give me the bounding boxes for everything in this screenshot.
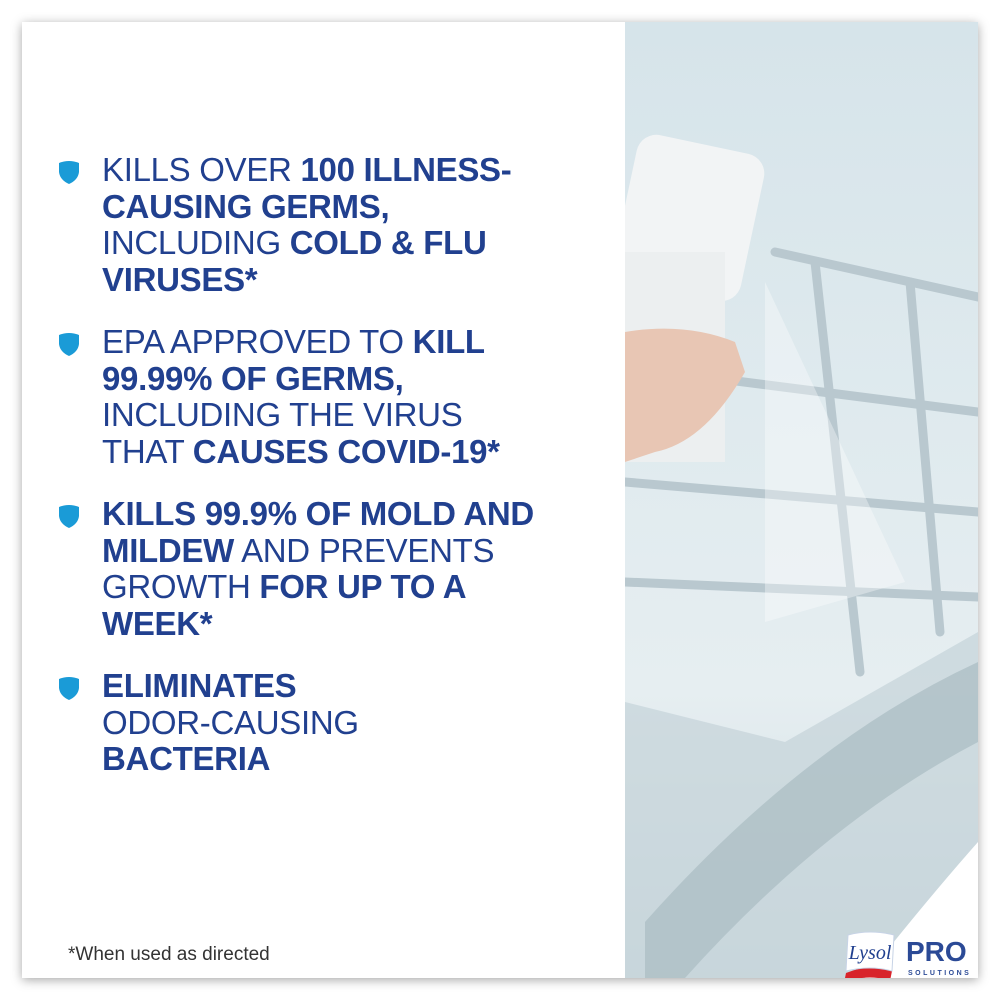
feature-item: EPA APPROVED TO KILL 99.99% OF GERMS, INCL… [58,323,628,471]
feature-item: KILLS 99.9% OF MOLD AND MILDEW AND PREVEN… [58,495,628,643]
lysol-pro-solutions-logo: Lysol PRO SOLUTIONS [840,927,978,978]
feature-line: KILLS 99.9% OF MOLD AND [102,495,628,533]
svg-text:SOLUTIONS: SOLUTIONS [908,970,971,977]
shield-icon [59,505,79,528]
feature-line: THAT CAUSES COVID-19* [102,432,628,471]
product-card: KILLS OVER 100 ILLNESS- CAUSING GERMS, INC… [22,22,978,978]
bold-text: MILDEW [102,531,235,569]
feature-line: BACTERIA [102,740,628,778]
feature-line: ODOR-CAUSING [102,703,628,742]
feature-line: INCLUDING THE VIRUS [102,396,628,434]
bold-text: 99.99% OF GERMS, [102,359,404,397]
feature-line: MILDEW AND PREVENTS [102,531,628,570]
feature-line: INCLUDING COLD & FLU [102,224,628,262]
bold-text: CAUSING GERMS, [102,187,390,225]
shield-icon [59,333,79,356]
text: THAT [102,432,193,470]
feature-line: WEEK* [102,604,628,643]
text: GROWTH [102,568,260,605]
bold-text: ELIMINATES [102,667,297,704]
bold-text: KILL [412,323,485,360]
product-photo-spray-railing [613,22,978,978]
bold-text: 100 ILLNESS- [300,151,512,188]
feature-item: KILLS OVER 100 ILLNESS- CAUSING GERMS, INC… [58,151,628,299]
bold-text: VIRUSES* [102,260,258,298]
text: AND PREVENTS [234,531,495,569]
svg-text:PRO: PRO [906,936,967,967]
shield-icon [59,677,79,700]
feature-line: GROWTH FOR UP TO A [102,568,628,606]
text: KILLS OVER [102,151,301,188]
bold-text: KILLS 99.9% OF MOLD AND [102,495,534,532]
bold-text: CAUSES COVID-19* [192,432,500,470]
feature-line: VIRUSES* [102,260,628,299]
feature-line: 99.99% OF GERMS, [102,359,628,398]
feature-line: ELIMINATES [102,667,628,705]
bold-text: COLD & FLU [289,224,487,261]
text: INCLUDING THE VIRUS [102,396,463,433]
bold-text: BACTERIA [102,740,271,777]
bold-text: FOR UP TO A [259,568,467,605]
feature-line: CAUSING GERMS, [102,187,628,226]
text: ODOR-CAUSING [102,703,359,741]
text: EPA APPROVED TO [102,323,413,360]
svg-text:Lysol: Lysol [848,942,892,964]
bold-text: WEEK* [102,604,213,642]
footnote: *When used as directed [68,944,270,965]
feature-line: EPA APPROVED TO KILL [102,323,628,361]
railing-illustration [613,134,978,978]
feature-line: KILLS OVER 100 ILLNESS- [102,151,628,189]
text: INCLUDING [102,224,290,261]
feature-item: ELIMINATES ODOR-CAUSING BACTERIA [58,667,628,778]
feature-list: KILLS OVER 100 ILLNESS- CAUSING GERMS, INC… [58,151,628,804]
shield-icon [59,161,79,184]
